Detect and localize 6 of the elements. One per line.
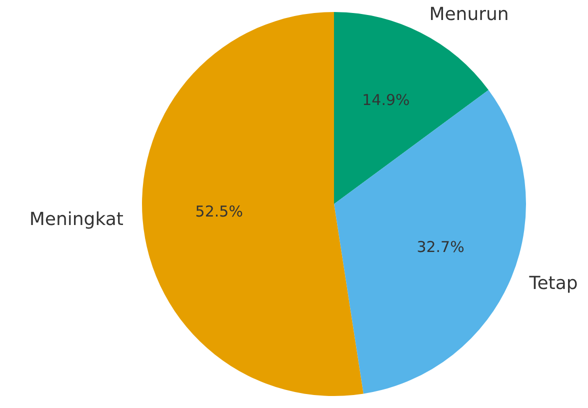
data-label: 32.7% [416, 238, 464, 256]
data-label: 52.5% [195, 202, 243, 221]
data-label: 14.9% [362, 91, 410, 110]
slice-label: Menurun [429, 4, 509, 26]
slice-label: Tetap [528, 273, 578, 294]
slice-label: Meningkat [29, 208, 124, 230]
